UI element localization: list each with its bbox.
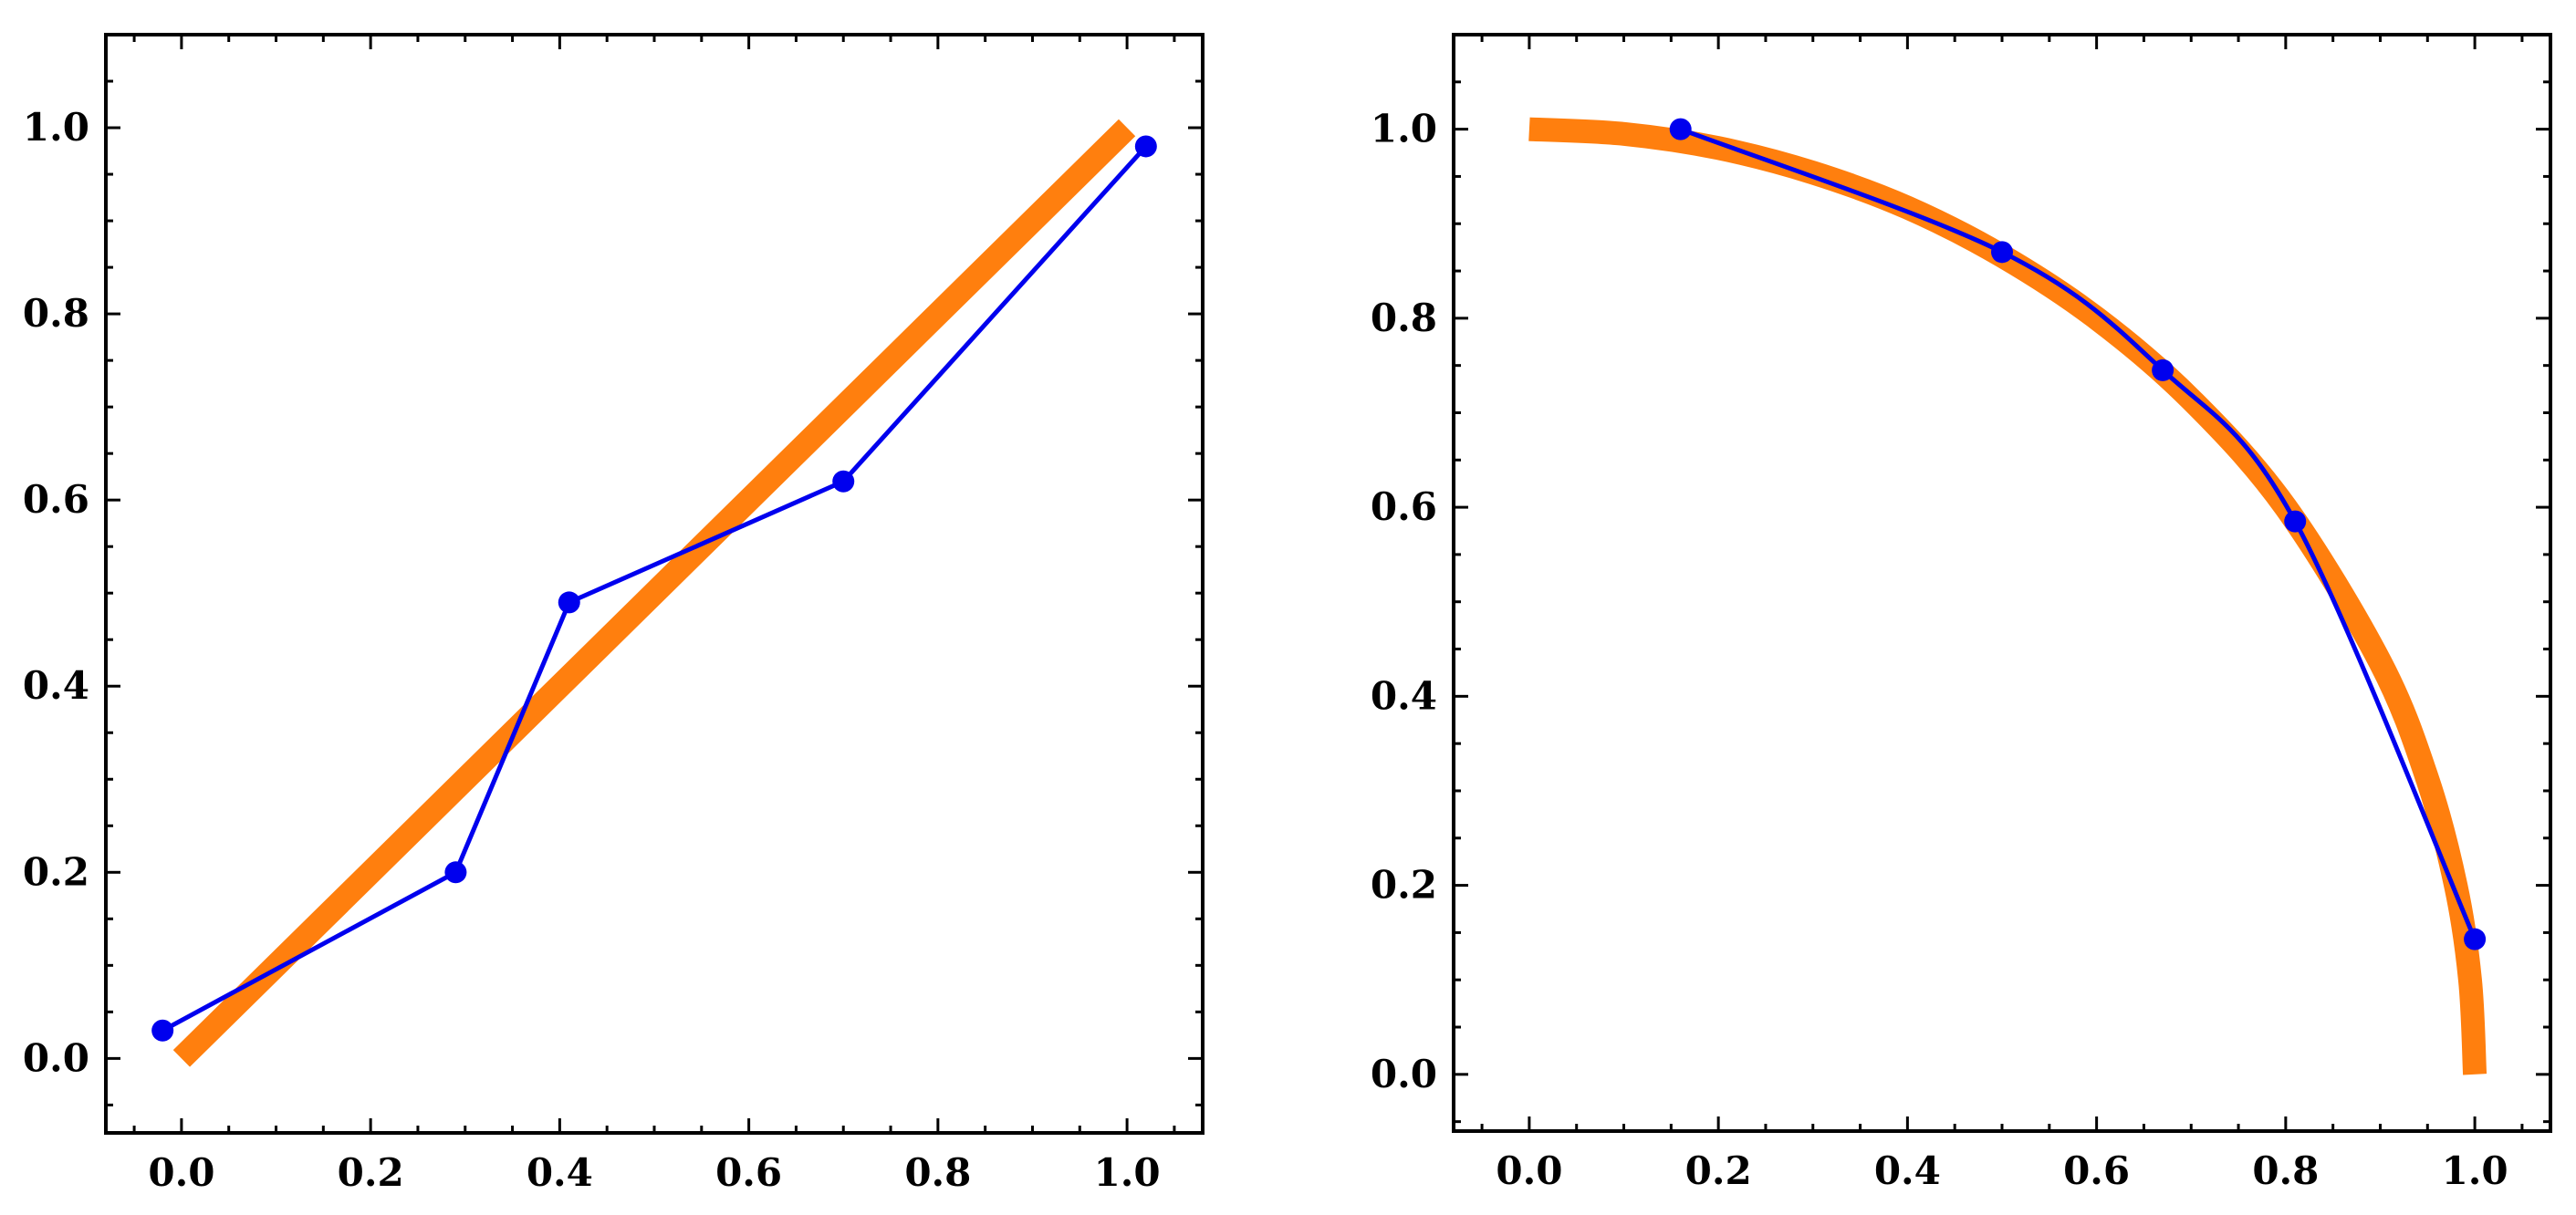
left-chart-panel: 0.0 0.2 0.4 0.6 0.8 1.0 0.0 0.2 0.4 0.6 0.8 1.0	[23, 33, 1205, 1195]
y-tick-label: 0.2	[23, 849, 89, 894]
data-point	[2152, 358, 2174, 381]
samples-curve	[1679, 127, 2477, 940]
data-point	[1134, 135, 1157, 158]
y-tick-label: 1.0	[1371, 107, 1437, 151]
y-tick-label: 1.0	[23, 105, 89, 150]
data-point	[2284, 510, 2307, 533]
x-tick-label: 0.8	[904, 1150, 971, 1195]
x-tick-label: 0.4	[527, 1150, 593, 1195]
data-point	[832, 470, 855, 493]
x-tick-label: 0.0	[1496, 1148, 1562, 1193]
x-tick-label: 0.0	[148, 1150, 214, 1195]
y-tick-label: 0.8	[1371, 296, 1437, 340]
x-tick-label: 1.0	[2442, 1148, 2508, 1193]
x-tick-label: 0.6	[715, 1150, 782, 1195]
y-tick-label: 0.8	[23, 291, 89, 336]
data-point	[444, 861, 467, 884]
y-tick-label: 0.0	[23, 1035, 89, 1080]
data-point	[2464, 928, 2487, 950]
y-tick-label: 0.6	[1371, 484, 1437, 529]
y-tick-label: 0.2	[1371, 863, 1437, 908]
x-tick-label: 0.2	[1685, 1148, 1752, 1193]
x-tick-label: 1.0	[1094, 1150, 1161, 1195]
reference-line	[172, 119, 1136, 1067]
data-point	[1669, 118, 1692, 140]
x-tick-label: 0.8	[2252, 1148, 2319, 1193]
y-tick-label: 0.0	[1371, 1052, 1437, 1096]
data-point	[1991, 241, 2013, 264]
x-tick-label: 0.6	[2063, 1148, 2130, 1193]
y-tick-label: 0.4	[23, 663, 89, 708]
x-tick-label: 0.2	[338, 1150, 404, 1195]
y-tick-label: 0.4	[1371, 673, 1437, 718]
data-point	[151, 1019, 174, 1042]
x-tick-label: 0.4	[1874, 1148, 1941, 1193]
y-tick-label: 0.6	[23, 477, 89, 522]
right-chart-panel: 0.0 0.2 0.4 0.6 0.8 1.0 0.0 0.2 0.4 0.6 0.8 1.0	[1371, 33, 2552, 1193]
plot-frame	[1452, 33, 2552, 1133]
data-point	[558, 591, 580, 614]
